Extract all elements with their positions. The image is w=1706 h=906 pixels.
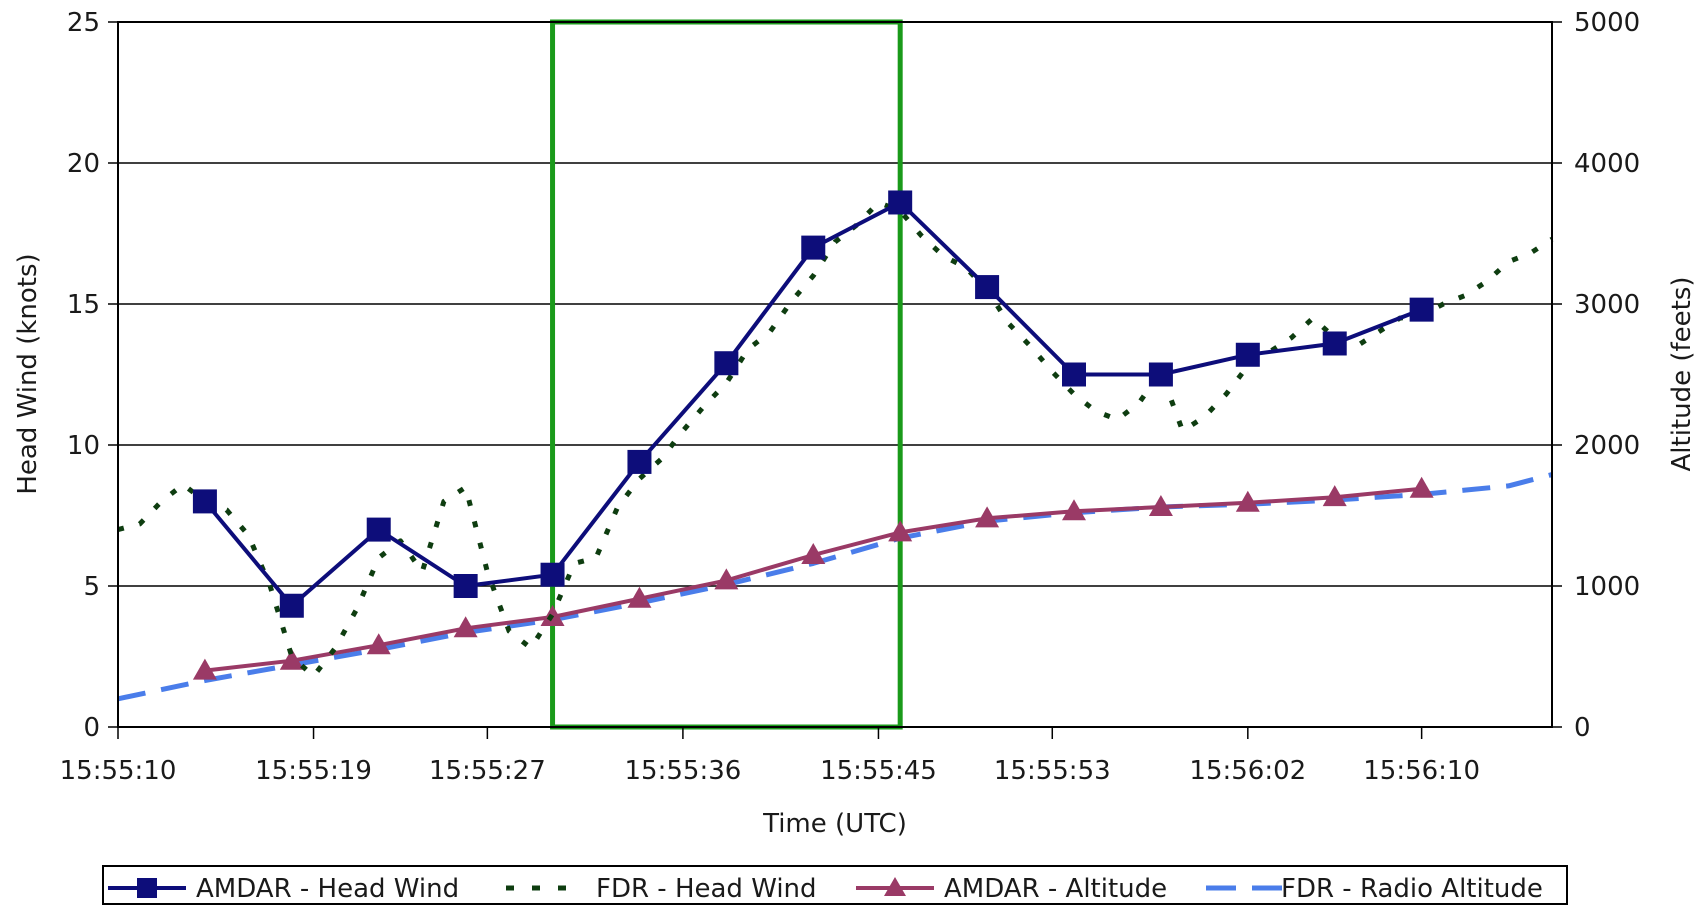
y-tick-label: 0: [83, 713, 100, 743]
data-point-square: [1148, 362, 1173, 387]
legend-box: [102, 865, 1568, 905]
data-point-triangle: [192, 658, 217, 680]
data-point-square: [540, 562, 565, 587]
data-point-triangle: [714, 568, 739, 590]
data-point-square: [366, 517, 391, 542]
data-point-square: [1235, 342, 1260, 367]
y-axis-left-ticks: 0 5 10 15 20 25: [67, 8, 118, 743]
data-point-triangle: [801, 542, 826, 564]
data-point-square: [192, 489, 217, 514]
series-group: [117, 190, 1554, 702]
x-tick-label: 15:56:10: [1363, 756, 1480, 786]
data-point-square: [627, 449, 652, 474]
data-point-square: [453, 574, 478, 598]
data-point-triangle: [1409, 476, 1434, 498]
y-tick-label: 20: [67, 149, 100, 179]
x-tick-label: 15:55:53: [994, 756, 1111, 786]
data-point-square: [975, 275, 1000, 300]
x-tick-label: 15:55:10: [60, 756, 177, 786]
data-point-triangle: [1322, 485, 1347, 507]
data-point-triangle: [1235, 490, 1260, 512]
y2-tick-label: 0: [1574, 713, 1591, 743]
data-point-square: [1322, 331, 1347, 356]
y-axis-right-title: Altitude (feets): [1667, 276, 1697, 471]
y2-tick-label: 3000: [1574, 290, 1640, 320]
gridlines: [118, 162, 1552, 587]
y2-tick-label: 2000: [1574, 431, 1640, 461]
series-line: [117, 200, 1554, 679]
x-tick-label: 15:55:19: [255, 756, 372, 786]
x-axis-title: Time (UTC): [762, 809, 907, 839]
data-point-triangle: [366, 633, 391, 655]
y2-tick-label: 5000: [1574, 8, 1640, 38]
data-point-square: [888, 190, 913, 215]
y-tick-label: 5: [83, 572, 100, 602]
legend-marker: [884, 877, 906, 896]
y-tick-label: 25: [67, 8, 100, 38]
series-line: [204, 486, 1422, 673]
legend-item: FDR - Radio Altitude: [1206, 874, 1543, 904]
x-tick-label: 15:55:36: [625, 756, 742, 786]
series-fdr-head-wind: [117, 200, 1554, 679]
legend-item: FDR - Head Wind: [506, 874, 817, 904]
legend-label: FDR - Radio Altitude: [1281, 874, 1543, 904]
data-point-triangle: [627, 586, 652, 608]
y2-tick-label: 1000: [1574, 572, 1640, 602]
series-line: [117, 472, 1553, 702]
data-point-square: [714, 351, 739, 376]
legend: AMDAR - Head Wind FDR - Head Wind AMDAR - …: [102, 865, 1568, 905]
y2-tick-label: 4000: [1574, 149, 1640, 179]
data-point-triangle: [453, 616, 478, 638]
data-point-square: [1409, 297, 1434, 322]
data-point-triangle: [888, 520, 913, 542]
y-axis-left-title: Head Wind (knots): [13, 253, 43, 494]
data-point-triangle: [1062, 499, 1086, 521]
x-axis-ticks: 15:55:10 15:55:19 15:55:27 15:55:36 15:55:45…: [60, 727, 1480, 786]
series-amdar-head-wind: [192, 190, 1434, 618]
y-tick-label: 10: [67, 431, 100, 461]
legend-label: FDR - Head Wind: [596, 874, 817, 904]
data-point-square: [1062, 362, 1086, 387]
x-tick-label: 15:55:27: [429, 756, 546, 786]
data-point-triangle: [1148, 495, 1173, 517]
legend-marker: [137, 878, 157, 898]
data-point-square: [279, 593, 304, 618]
y-tick-label: 15: [67, 290, 100, 320]
data-point-square: [801, 235, 826, 260]
data-point-triangle: [975, 506, 1000, 528]
data-point-triangle: [279, 648, 304, 670]
series-amdar-altitude: [192, 476, 1434, 680]
legend-item: AMDAR - Altitude: [856, 874, 1167, 904]
series-fdr-radio-altitude: [117, 472, 1553, 702]
legend-item: AMDAR - Head Wind: [108, 874, 459, 904]
legend-label: AMDAR - Head Wind: [196, 874, 459, 904]
y-axis-right-ticks: 0 1000 2000 3000 4000 5000: [1552, 8, 1640, 743]
x-tick-label: 15:56:02: [1189, 756, 1306, 786]
legend-label: AMDAR - Altitude: [944, 874, 1167, 904]
plot-area-border: [117, 21, 1553, 728]
x-tick-label: 15:55:45: [820, 756, 937, 786]
